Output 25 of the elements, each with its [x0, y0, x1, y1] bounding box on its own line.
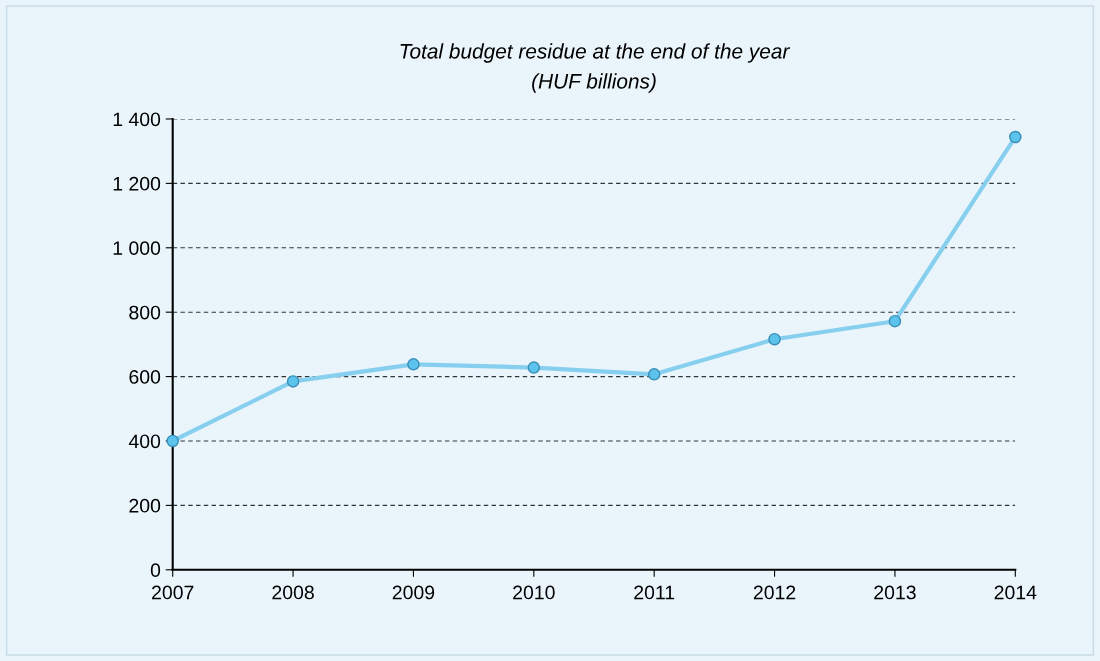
- x-tick-label: 2010: [513, 585, 555, 600]
- x-tick-label: 2007: [152, 585, 194, 600]
- point: [286, 375, 300, 388]
- point: [407, 358, 420, 371]
- point: [1009, 130, 1022, 144]
- chart-title: Total budget residue at the end of the year (HUF billions): [400, 43, 791, 93]
- y-tick-label: 1 000: [113, 241, 161, 256]
- y-tick-label: 1 200: [113, 176, 161, 191]
- point: [647, 368, 661, 381]
- x-tick-label: 2008: [272, 585, 314, 600]
- y-tick-label: 800: [129, 305, 161, 320]
- x-tick-label: 2014: [994, 585, 1037, 600]
- point: [166, 434, 179, 448]
- x-tick-label: 2009: [392, 585, 435, 600]
- y-tick-label: 600: [129, 370, 161, 384]
- x-tick-label: 2012: [753, 585, 796, 600]
- y-tick-label: 1 400: [113, 112, 161, 127]
- y-tick-label: 400: [128, 434, 161, 449]
- point: [888, 314, 902, 328]
- point: [527, 361, 541, 374]
- y-tick-label: 0: [150, 563, 161, 578]
- x-tick-label: 2013: [874, 585, 916, 600]
- point: [768, 332, 781, 346]
- y-tick-label: 200: [129, 498, 161, 513]
- x-tick-label: 2011: [634, 585, 675, 600]
